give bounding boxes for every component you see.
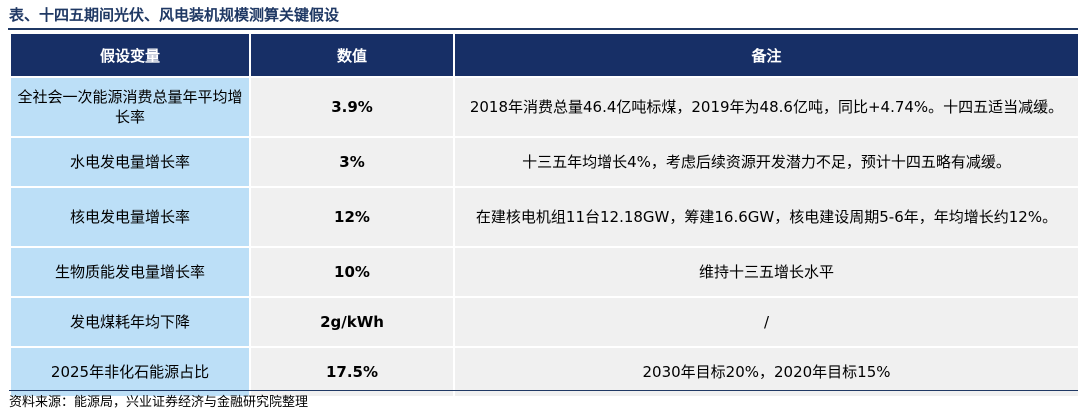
table-row: 2025年非化石能源占比 17.5% 2030年目标20%，2020年目标15% (11, 348, 1078, 396)
assumptions-table: 假设变量 数值 备注 全社会一次能源消费总量年平均增长率 3.9% 2018年消… (9, 32, 1080, 398)
table-header-row: 假设变量 数值 备注 (11, 34, 1078, 76)
variable-cell: 生物质能发电量增长率 (11, 248, 249, 296)
variable-cell: 2025年非化石能源占比 (11, 348, 249, 396)
value-cell: 3% (251, 138, 453, 186)
title-divider (8, 28, 1078, 30)
header-value: 数值 (251, 34, 453, 76)
source-note: 资料来源：能源局，兴业证券经济与金融研究院整理 (9, 390, 1078, 412)
value-cell: 10% (251, 248, 453, 296)
variable-cell: 水电发电量增长率 (11, 138, 249, 186)
value-cell: 2g/kWh (251, 298, 453, 346)
variable-cell: 发电煤耗年均下降 (11, 298, 249, 346)
table-row: 核电发电量增长率 12% 在建核电机组11台12.18GW，筹建16.6GW，核… (11, 188, 1078, 246)
note-cell: / (455, 298, 1078, 346)
table-title: 表、十四五期间光伏、风电装机规模测算关键假设 (9, 6, 340, 24)
value-cell: 12% (251, 188, 453, 246)
note-cell: 在建核电机组11台12.18GW，筹建16.6GW，核电建设周期5-6年，年均增… (455, 188, 1078, 246)
note-cell: 十三五年均增长4%，考虑后续资源开发潜力不足，预计十四五略有减缓。 (455, 138, 1078, 186)
header-note: 备注 (455, 34, 1078, 76)
note-cell: 维持十三五增长水平 (455, 248, 1078, 296)
note-cell: 2018年消费总量46.4亿吨标煤，2019年为48.6亿吨，同比+4.74%。… (455, 78, 1078, 136)
table-row: 发电煤耗年均下降 2g/kWh / (11, 298, 1078, 346)
table-row: 水电发电量增长率 3% 十三五年均增长4%，考虑后续资源开发潜力不足，预计十四五… (11, 138, 1078, 186)
table-row: 生物质能发电量增长率 10% 维持十三五增长水平 (11, 248, 1078, 296)
value-cell: 3.9% (251, 78, 453, 136)
value-cell: 17.5% (251, 348, 453, 396)
header-variable: 假设变量 (11, 34, 249, 76)
variable-cell: 全社会一次能源消费总量年平均增长率 (11, 78, 249, 136)
variable-cell: 核电发电量增长率 (11, 188, 249, 246)
note-cell: 2030年目标20%，2020年目标15% (455, 348, 1078, 396)
table-row: 全社会一次能源消费总量年平均增长率 3.9% 2018年消费总量46.4亿吨标煤… (11, 78, 1078, 136)
